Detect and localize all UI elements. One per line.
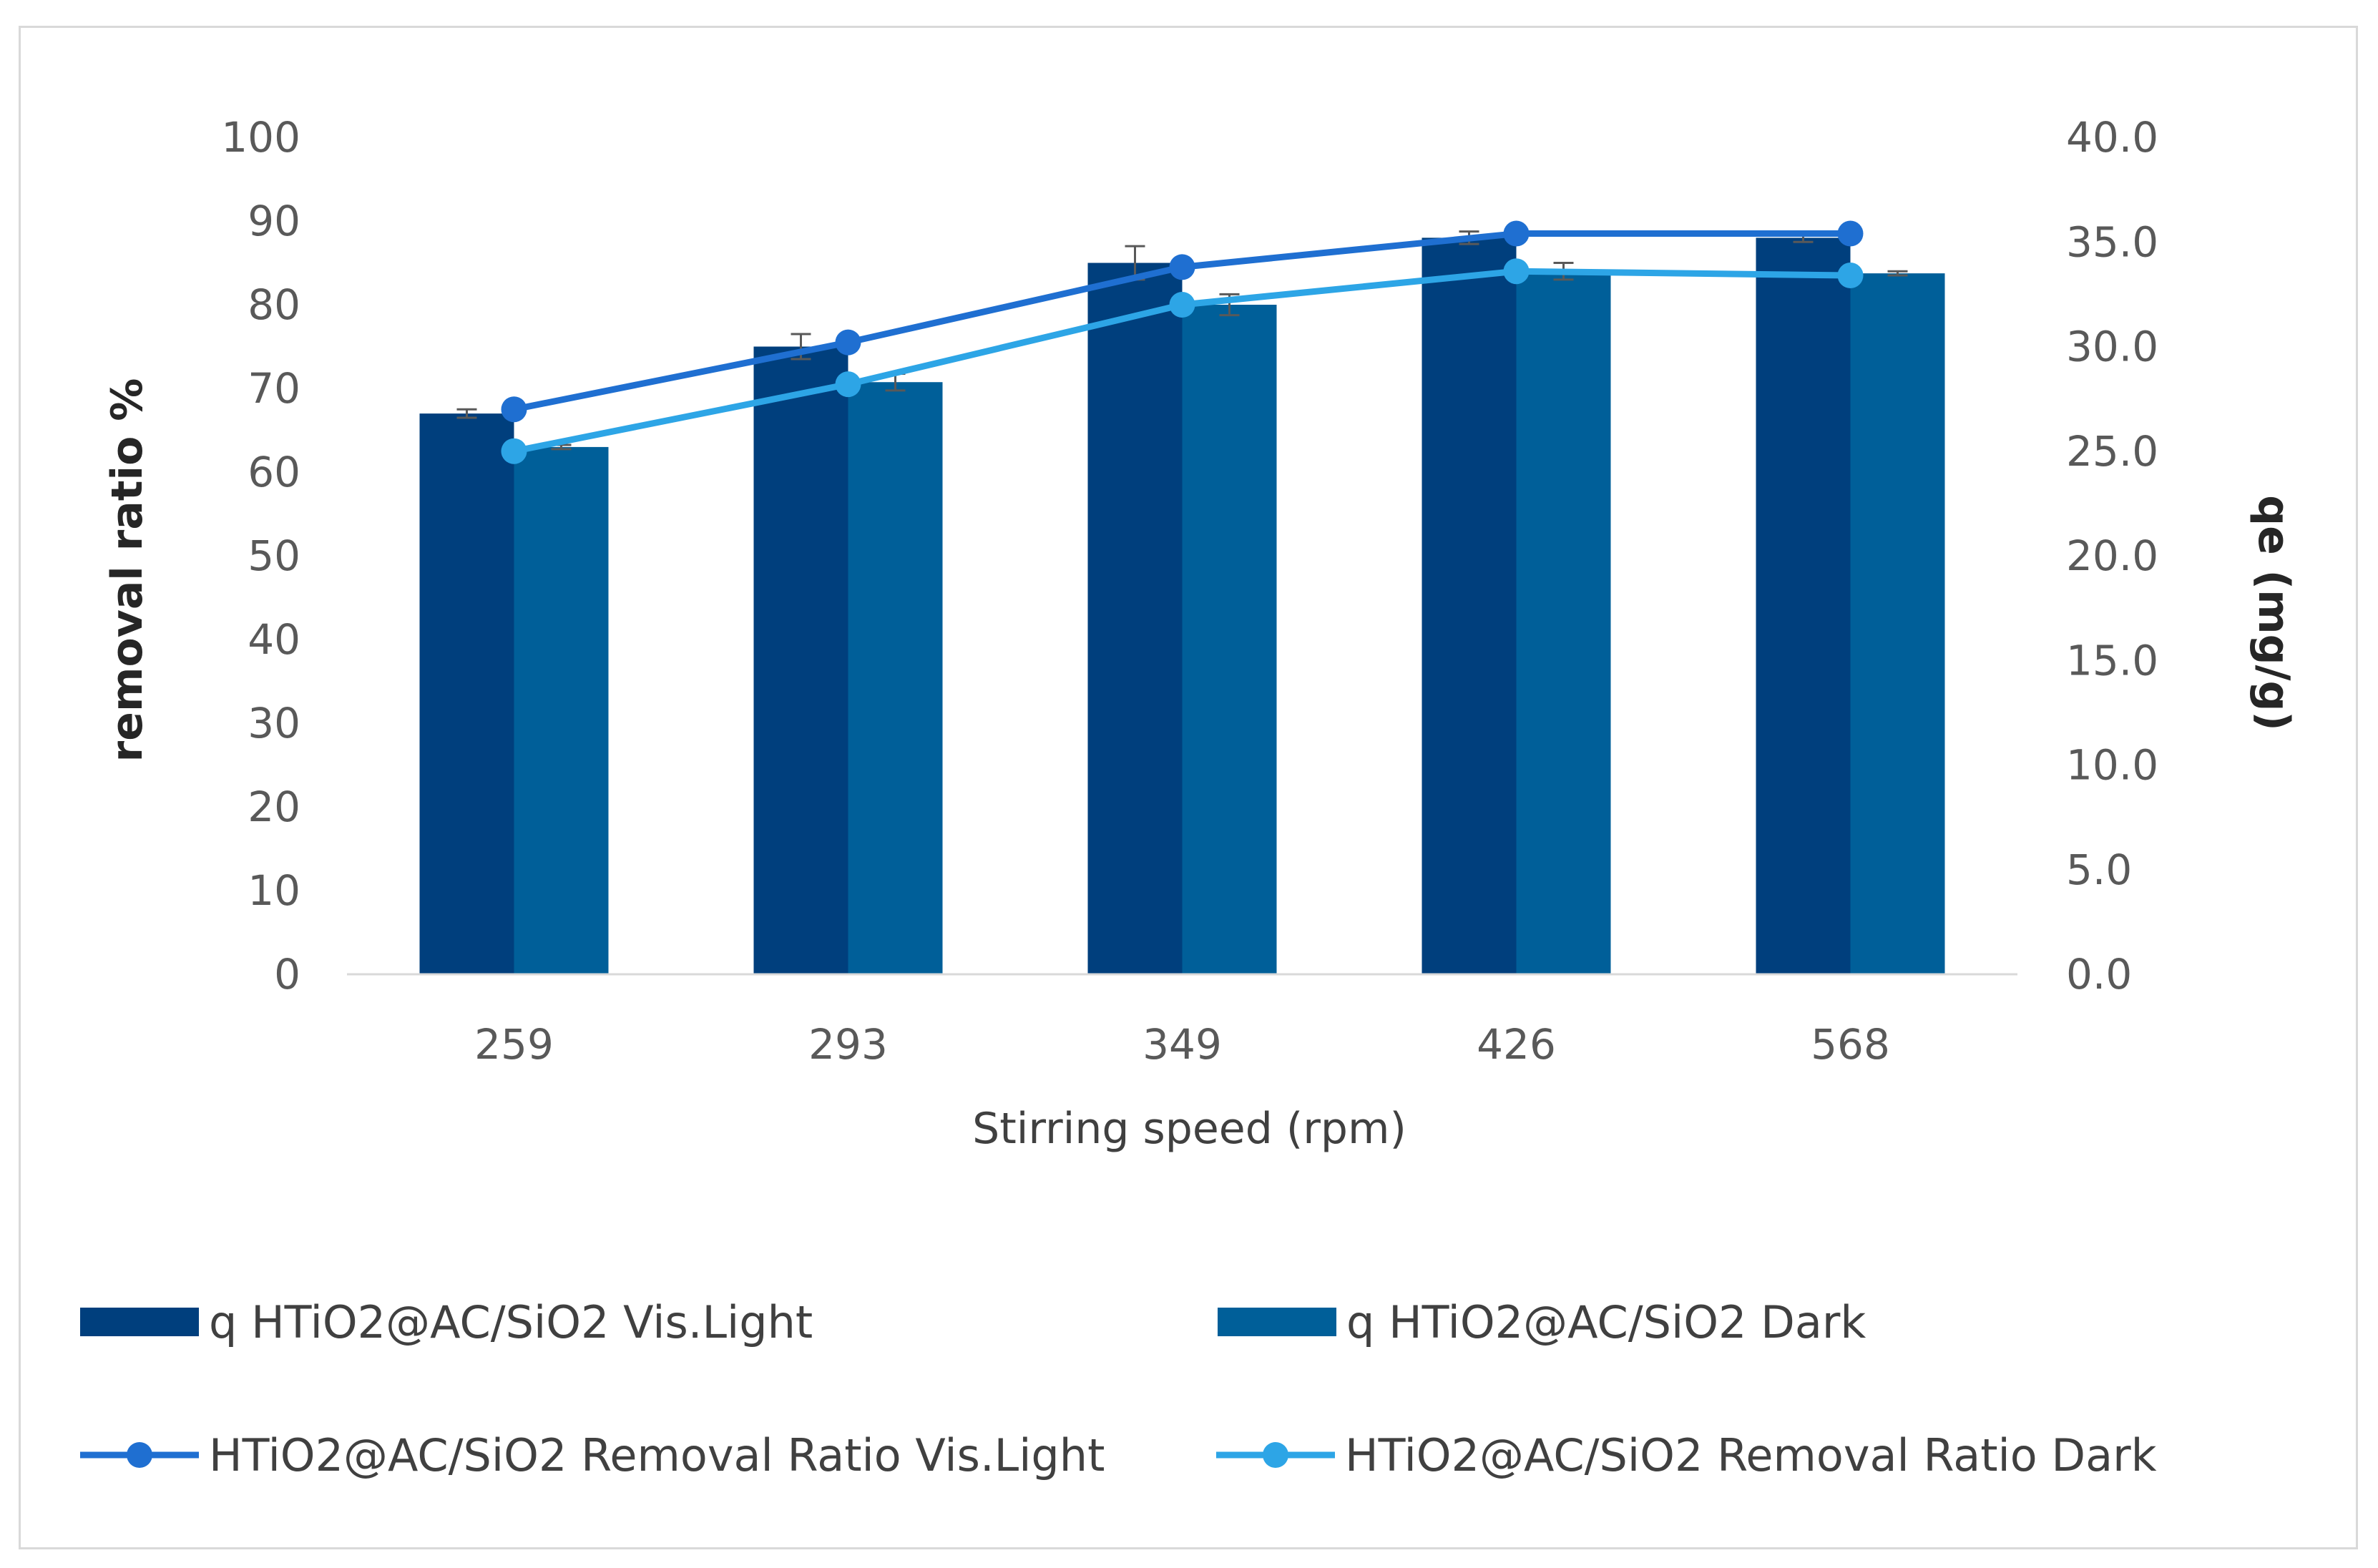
legend-swatch [80, 1308, 199, 1336]
y-right-tick-label: 15.0 [2066, 636, 2158, 685]
legend-label: q HTiO2@AC/SiO2 Vis.Light [209, 1296, 813, 1348]
y-right-axis-title: qe (mg/g) [2249, 495, 2299, 731]
x-axis-title: Stirring speed (rpm) [972, 1104, 1406, 1154]
legend-marker [1263, 1442, 1288, 1468]
y-left-tick-label: 90 [248, 197, 300, 245]
legend-swatch [1218, 1308, 1336, 1336]
data-point [1503, 220, 1530, 247]
y-left-tick-label: 100 [221, 113, 300, 162]
data-point [1169, 292, 1195, 318]
y-left-tick-label: 60 [248, 448, 300, 496]
bar [753, 346, 848, 974]
data-point [1837, 263, 1864, 289]
bar [848, 382, 943, 974]
legend-marker [127, 1442, 152, 1468]
x-tick-label: 259 [474, 1020, 554, 1069]
bar [1422, 237, 1517, 974]
y-left-tick-label: 80 [248, 280, 300, 329]
x-tick-label: 349 [1142, 1020, 1222, 1069]
y-right-tick-label: 35.0 [2066, 217, 2158, 266]
bar-group [419, 230, 1945, 974]
y-right-tick-label: 40.0 [2066, 113, 2158, 162]
legend-label: HTiO2@AC/SiO2 Removal Ratio Vis.Light [209, 1429, 1105, 1481]
x-tick-label: 568 [1811, 1020, 1890, 1069]
data-point [1503, 258, 1530, 285]
y-right-tick-label: 30.0 [2066, 323, 2158, 371]
data-point [835, 329, 861, 356]
legend-label: HTiO2@AC/SiO2 Removal Ratio Dark [1345, 1429, 2157, 1481]
x-tick-label: 426 [1477, 1020, 1556, 1069]
bar [1850, 273, 1945, 974]
axes: 0 10 20 30 40 50 60 70 80 90 100 0.0 5.0 10.0 15.0 20.0… [102, 113, 2299, 1154]
y-left-tick-label: 30 [248, 699, 300, 748]
y-left-tick-label: 0 [274, 950, 300, 999]
y-right-tick-label: 0.0 [2066, 950, 2132, 999]
data-point [1169, 254, 1195, 280]
y-left-tick-label: 70 [248, 364, 300, 413]
bar [514, 446, 609, 974]
data-point [501, 438, 527, 464]
y-right-tick-label: 20.0 [2066, 531, 2158, 580]
bar [1756, 237, 1851, 974]
y-right-tick-label: 10.0 [2066, 741, 2158, 790]
bar [419, 413, 514, 974]
y-right-tick-label: 5.0 [2066, 846, 2132, 894]
y-left-tick-label: 10 [248, 866, 300, 915]
y-left-tick-label: 20 [248, 783, 300, 831]
data-point [1837, 220, 1864, 247]
legend: q HTiO2@AC/SiO2 Vis.Light q HTiO2@AC/SiO2… [80, 1296, 2157, 1481]
data-point [501, 396, 527, 423]
y-right-tick-label: 25.0 [2066, 427, 2158, 476]
x-tick-label: 293 [808, 1020, 888, 1069]
bar [1182, 305, 1277, 974]
bar [1516, 271, 1611, 974]
y-left-axis-title: removal ratio % [102, 378, 152, 763]
data-point [835, 371, 861, 398]
legend-label: q HTiO2@AC/SiO2 Dark [1346, 1296, 1866, 1348]
line-group [501, 220, 1864, 464]
y-left-tick-label: 40 [248, 615, 300, 664]
bar [1087, 263, 1183, 974]
y-left-tick-label: 50 [248, 531, 300, 580]
